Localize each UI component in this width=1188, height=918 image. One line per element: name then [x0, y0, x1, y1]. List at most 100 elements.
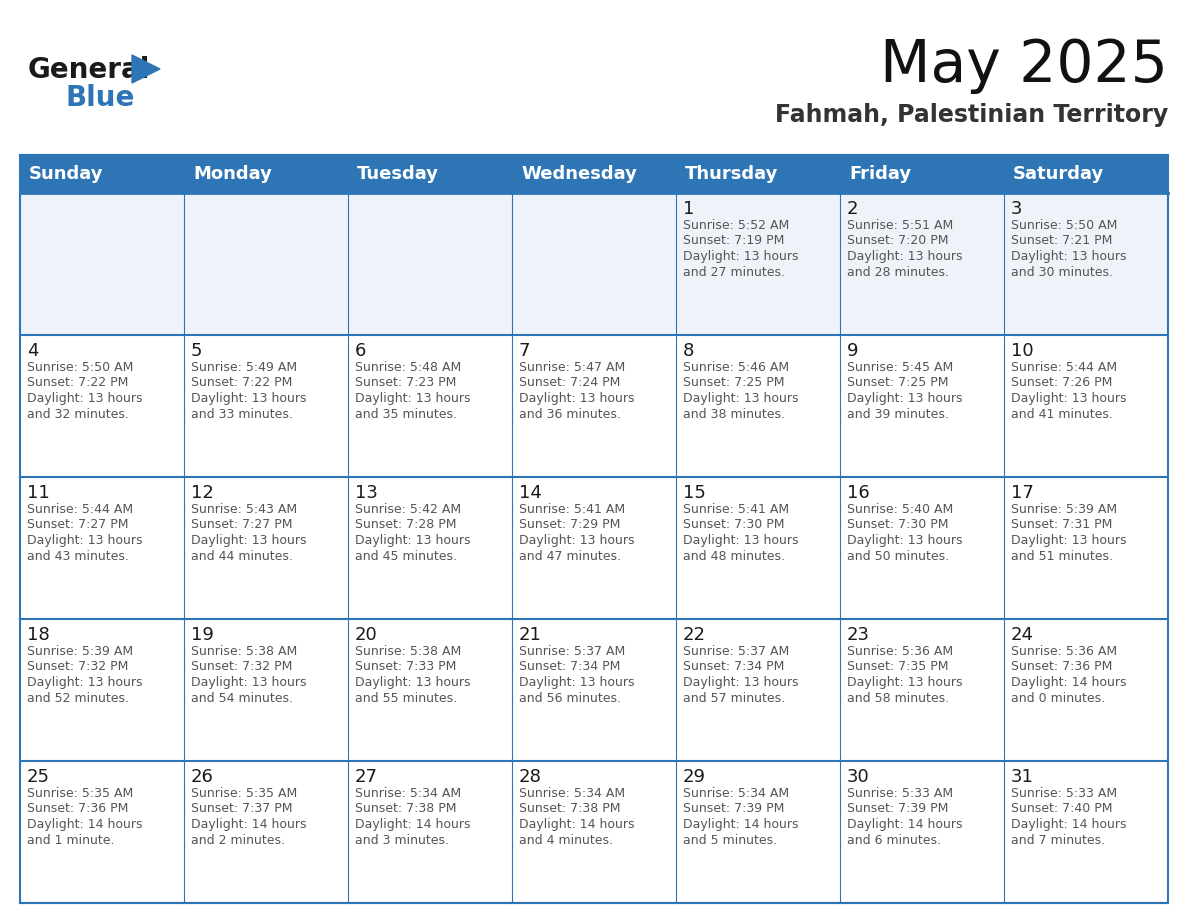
Text: and 7 minutes.: and 7 minutes. [1011, 834, 1105, 846]
Text: Daylight: 13 hours: Daylight: 13 hours [191, 534, 307, 547]
Text: Sunday: Sunday [29, 165, 103, 183]
Text: and 5 minutes.: and 5 minutes. [683, 834, 777, 846]
Text: Sunset: 7:27 PM: Sunset: 7:27 PM [27, 519, 128, 532]
Text: Daylight: 14 hours: Daylight: 14 hours [683, 818, 798, 831]
Text: and 56 minutes.: and 56 minutes. [519, 691, 621, 704]
Text: Sunrise: 5:45 AM: Sunrise: 5:45 AM [847, 361, 953, 374]
Text: and 55 minutes.: and 55 minutes. [355, 691, 457, 704]
Text: Sunrise: 5:43 AM: Sunrise: 5:43 AM [191, 503, 297, 516]
Text: 23: 23 [847, 626, 870, 644]
Bar [348, 477, 512, 619]
Text: Daylight: 13 hours: Daylight: 13 hours [27, 676, 143, 689]
Text: Sunset: 7:22 PM: Sunset: 7:22 PM [27, 376, 128, 389]
Text: Sunset: 7:32 PM: Sunset: 7:32 PM [191, 660, 292, 674]
Text: 31: 31 [1011, 768, 1034, 786]
Text: and 33 minutes.: and 33 minutes. [191, 408, 293, 420]
Text: Daylight: 13 hours: Daylight: 13 hours [847, 392, 962, 405]
Text: and 2 minutes.: and 2 minutes. [191, 834, 285, 846]
Text: and 52 minutes.: and 52 minutes. [27, 691, 129, 704]
Bar [840, 619, 1004, 761]
Text: 2: 2 [847, 200, 859, 218]
Text: 29: 29 [683, 768, 706, 786]
Text: Daylight: 13 hours: Daylight: 13 hours [191, 392, 307, 405]
Text: Daylight: 13 hours: Daylight: 13 hours [1011, 534, 1126, 547]
Text: and 27 minutes.: and 27 minutes. [683, 265, 785, 278]
Text: Sunrise: 5:35 AM: Sunrise: 5:35 AM [191, 787, 297, 800]
Text: 19: 19 [191, 626, 214, 644]
Text: Sunset: 7:25 PM: Sunset: 7:25 PM [847, 376, 948, 389]
Text: Daylight: 14 hours: Daylight: 14 hours [1011, 818, 1126, 831]
Bar [184, 193, 348, 335]
Text: Sunrise: 5:34 AM: Sunrise: 5:34 AM [683, 787, 789, 800]
Bar [20, 477, 184, 619]
Bar [676, 619, 840, 761]
Text: 27: 27 [355, 768, 378, 786]
Bar [1004, 193, 1168, 335]
Text: Sunset: 7:25 PM: Sunset: 7:25 PM [683, 376, 784, 389]
Bar [20, 335, 184, 477]
Bar [184, 477, 348, 619]
Text: Sunrise: 5:41 AM: Sunrise: 5:41 AM [683, 503, 789, 516]
Bar [1004, 477, 1168, 619]
Text: and 44 minutes.: and 44 minutes. [191, 550, 293, 563]
Text: Daylight: 14 hours: Daylight: 14 hours [355, 818, 470, 831]
Bar [676, 155, 840, 193]
Text: 6: 6 [355, 342, 366, 360]
Text: Daylight: 13 hours: Daylight: 13 hours [519, 534, 634, 547]
Text: Sunset: 7:34 PM: Sunset: 7:34 PM [683, 660, 784, 674]
Text: Sunset: 7:38 PM: Sunset: 7:38 PM [519, 802, 620, 815]
Text: and 30 minutes.: and 30 minutes. [1011, 265, 1113, 278]
Text: Wednesday: Wednesday [522, 165, 637, 183]
Text: May 2025: May 2025 [880, 37, 1168, 94]
Text: Daylight: 13 hours: Daylight: 13 hours [355, 392, 470, 405]
Text: Sunset: 7:37 PM: Sunset: 7:37 PM [191, 802, 292, 815]
Text: Sunset: 7:39 PM: Sunset: 7:39 PM [847, 802, 948, 815]
Text: and 32 minutes.: and 32 minutes. [27, 408, 128, 420]
Text: and 45 minutes.: and 45 minutes. [355, 550, 457, 563]
Text: Sunset: 7:26 PM: Sunset: 7:26 PM [1011, 376, 1112, 389]
Bar [512, 193, 676, 335]
Text: and 47 minutes.: and 47 minutes. [519, 550, 621, 563]
Text: Sunset: 7:30 PM: Sunset: 7:30 PM [683, 519, 784, 532]
Text: Sunrise: 5:40 AM: Sunrise: 5:40 AM [847, 503, 953, 516]
Text: Sunrise: 5:49 AM: Sunrise: 5:49 AM [191, 361, 297, 374]
Text: Thursday: Thursday [685, 165, 778, 183]
Bar [676, 335, 840, 477]
Bar [348, 619, 512, 761]
Text: Sunset: 7:21 PM: Sunset: 7:21 PM [1011, 234, 1112, 248]
Text: 3: 3 [1011, 200, 1023, 218]
Bar [676, 761, 840, 903]
Text: Sunrise: 5:37 AM: Sunrise: 5:37 AM [683, 645, 789, 658]
Text: and 3 minutes.: and 3 minutes. [355, 834, 449, 846]
Text: and 4 minutes.: and 4 minutes. [519, 834, 613, 846]
Bar [840, 477, 1004, 619]
Bar [512, 761, 676, 903]
Bar [184, 619, 348, 761]
Bar [1004, 335, 1168, 477]
Bar [512, 155, 676, 193]
Text: Sunrise: 5:37 AM: Sunrise: 5:37 AM [519, 645, 625, 658]
Text: 22: 22 [683, 626, 706, 644]
Bar [184, 335, 348, 477]
Text: Sunrise: 5:44 AM: Sunrise: 5:44 AM [1011, 361, 1117, 374]
Bar [840, 155, 1004, 193]
Text: and 54 minutes.: and 54 minutes. [191, 691, 293, 704]
Text: Daylight: 13 hours: Daylight: 13 hours [847, 250, 962, 263]
Text: 15: 15 [683, 484, 706, 502]
Text: 20: 20 [355, 626, 378, 644]
Text: 13: 13 [355, 484, 378, 502]
Text: Saturday: Saturday [1013, 165, 1105, 183]
Text: and 58 minutes.: and 58 minutes. [847, 691, 949, 704]
Text: 10: 10 [1011, 342, 1034, 360]
Text: Daylight: 13 hours: Daylight: 13 hours [1011, 250, 1126, 263]
Text: Sunset: 7:38 PM: Sunset: 7:38 PM [355, 802, 456, 815]
Text: Daylight: 14 hours: Daylight: 14 hours [191, 818, 307, 831]
Text: Daylight: 13 hours: Daylight: 13 hours [191, 676, 307, 689]
Text: 4: 4 [27, 342, 38, 360]
Text: Daylight: 13 hours: Daylight: 13 hours [1011, 392, 1126, 405]
Text: Sunrise: 5:52 AM: Sunrise: 5:52 AM [683, 219, 789, 232]
Text: Sunset: 7:34 PM: Sunset: 7:34 PM [519, 660, 620, 674]
Text: and 1 minute.: and 1 minute. [27, 834, 114, 846]
Text: Sunset: 7:24 PM: Sunset: 7:24 PM [519, 376, 620, 389]
Text: Daylight: 13 hours: Daylight: 13 hours [683, 250, 798, 263]
